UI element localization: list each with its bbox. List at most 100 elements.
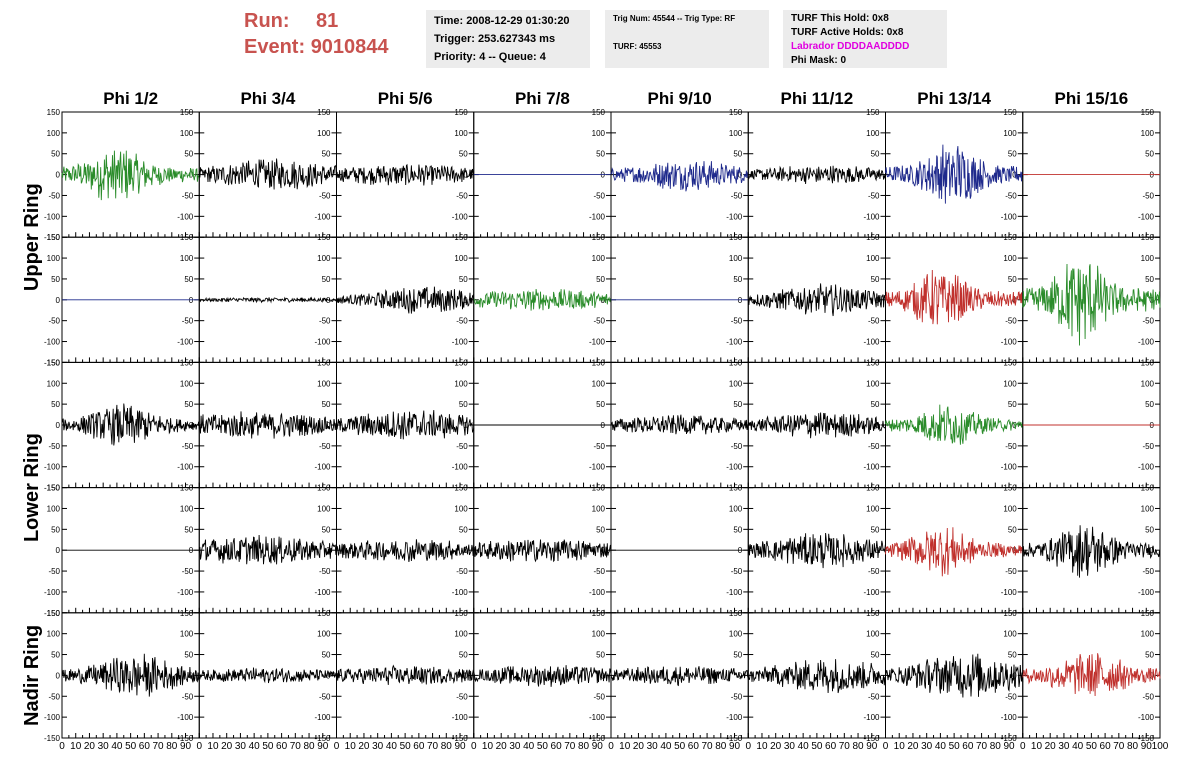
- y-tick-label: 50: [871, 400, 880, 409]
- y-tick-label: 0: [1150, 421, 1155, 430]
- x-tick-label: 0: [59, 741, 65, 752]
- column-title: Phi 9/10: [647, 89, 711, 108]
- y-tick-label: -100: [726, 463, 743, 472]
- y-tick-label: 150: [1003, 108, 1017, 117]
- x-tick-label: 30: [921, 741, 933, 752]
- y-tick-label: 100: [1141, 379, 1155, 388]
- y-tick-label: 150: [317, 108, 331, 117]
- y-tick-label: -50: [319, 317, 331, 326]
- y-tick-label: 150: [317, 609, 331, 618]
- y-tick-label: 0: [56, 546, 61, 555]
- x-tick-label: 50: [811, 741, 823, 752]
- y-tick-label: 100: [866, 129, 880, 138]
- y-tick-label: -100: [589, 212, 606, 221]
- x-tick-label: 60: [551, 741, 563, 752]
- x-tick-label: 50: [1086, 741, 1098, 752]
- waveform-trace: [1022, 525, 1161, 578]
- y-tick-label: -50: [868, 317, 880, 326]
- x-tick-label: 80: [1127, 741, 1139, 752]
- y-tick-label: 0: [189, 296, 194, 305]
- x-tick-label: 50: [537, 741, 549, 752]
- y-tick-label: 50: [51, 150, 60, 159]
- waveform-trace: [473, 288, 612, 311]
- x-tick-label: 90: [454, 741, 466, 752]
- y-tick-label: 100: [180, 379, 194, 388]
- y-tick-label: 50: [459, 651, 468, 660]
- y-tick-label: 0: [1012, 671, 1017, 680]
- x-tick-label: 60: [962, 741, 974, 752]
- x-tick-label: 10: [894, 741, 906, 752]
- y-tick-label: 150: [866, 233, 880, 242]
- y-tick-label: 100: [317, 254, 331, 263]
- turf-info-box: TURF This Hold: 0x8 TURF Active Holds: 0…: [783, 10, 947, 68]
- y-tick-label: -150: [44, 734, 61, 743]
- y-tick-label: 100: [317, 129, 331, 138]
- y-tick-label: 150: [454, 609, 468, 618]
- y-tick-label: -100: [452, 212, 469, 221]
- y-tick-label: -100: [726, 338, 743, 347]
- y-tick-label: 50: [596, 275, 605, 284]
- y-tick-label: 50: [51, 525, 60, 534]
- waveform-trace: [473, 665, 612, 687]
- labrador-text: Labrador DDDDAADDDD: [791, 41, 910, 52]
- x-tick-label: 10: [756, 741, 768, 752]
- y-tick-label: 100: [317, 379, 331, 388]
- x-tick-label: 70: [839, 741, 851, 752]
- y-tick-label: -50: [731, 317, 743, 326]
- y-tick-label: 100: [729, 129, 743, 138]
- y-tick-label: -100: [452, 713, 469, 722]
- y-tick-label: -50: [593, 567, 605, 576]
- x-tick-label: 10: [207, 741, 219, 752]
- y-tick-label: 50: [51, 400, 60, 409]
- y-tick-label: -100: [314, 588, 331, 597]
- y-tick-label: 50: [871, 150, 880, 159]
- x-tick-label: 20: [633, 741, 645, 752]
- waveform-trace: [885, 527, 1024, 577]
- waveform-trace: [473, 539, 612, 563]
- x-tick-label: 30: [1058, 741, 1070, 752]
- turf-active-holds-text: TURF Active Holds: 0x8: [791, 27, 904, 38]
- x-tick-label: 40: [1072, 741, 1084, 752]
- waveform-trace: [61, 150, 200, 201]
- waveform-trace: [885, 144, 1024, 204]
- y-tick-label: -100: [863, 713, 880, 722]
- y-tick-label: 50: [322, 525, 331, 534]
- y-tick-label: -100: [452, 338, 469, 347]
- y-tick-label: 50: [184, 651, 193, 660]
- y-tick-label: -50: [48, 692, 60, 701]
- y-tick-label: 100: [180, 129, 194, 138]
- y-tick-label: -100: [1001, 463, 1018, 472]
- y-tick-label: 50: [322, 150, 331, 159]
- y-tick-label: 150: [47, 233, 61, 242]
- run-label: Run:: [244, 10, 290, 32]
- x-tick-label: 50: [949, 741, 961, 752]
- x-tick-label: 20: [496, 741, 508, 752]
- y-tick-label: 50: [184, 400, 193, 409]
- y-tick-label: 150: [180, 108, 194, 117]
- y-tick-label: -50: [868, 567, 880, 576]
- y-tick-label: -50: [868, 692, 880, 701]
- y-tick-label: -50: [319, 692, 331, 701]
- y-tick-label: 150: [1141, 609, 1155, 618]
- y-tick-label: -100: [589, 463, 606, 472]
- y-tick-label: 150: [47, 108, 61, 117]
- y-tick-label: 50: [1008, 400, 1017, 409]
- y-tick-label: 0: [738, 296, 743, 305]
- y-tick-label: -100: [452, 588, 469, 597]
- y-tick-label: -50: [1142, 567, 1154, 576]
- y-tick-label: 50: [733, 275, 742, 284]
- y-tick-label: -50: [456, 317, 468, 326]
- x-tick-label: 40: [111, 741, 123, 752]
- y-tick-label: 150: [1003, 358, 1017, 367]
- y-tick-label: 100: [592, 254, 606, 263]
- y-tick-label: 0: [189, 171, 194, 180]
- y-tick-label: -50: [182, 567, 194, 576]
- x-tick-label: 90: [1141, 741, 1153, 752]
- x-tick-label: 20: [907, 741, 919, 752]
- y-tick-label: 100: [454, 129, 468, 138]
- y-tick-label: -50: [456, 692, 468, 701]
- y-tick-label: 100: [1141, 630, 1155, 639]
- y-tick-label: 50: [596, 651, 605, 660]
- y-tick-label: -50: [1142, 317, 1154, 326]
- x-tick-label: 90: [592, 741, 604, 752]
